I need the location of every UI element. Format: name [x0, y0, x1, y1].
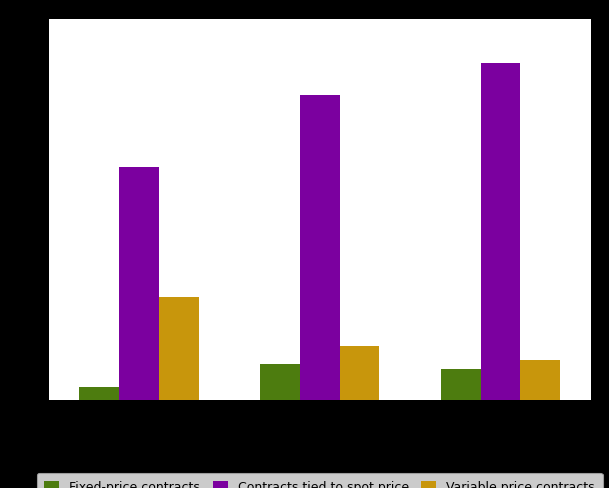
Bar — [481, 64, 520, 400]
Bar — [260, 365, 300, 400]
Legend: Fixed-price contracts, Contracts tied to spot price, Variable price contracts: Fixed-price contracts, Contracts tied to… — [37, 472, 602, 488]
Bar — [79, 386, 119, 400]
Bar — [119, 167, 159, 400]
Bar — [300, 96, 340, 400]
Bar — [159, 297, 199, 400]
Bar — [441, 369, 481, 400]
Bar — [520, 360, 560, 400]
Bar — [340, 346, 379, 400]
